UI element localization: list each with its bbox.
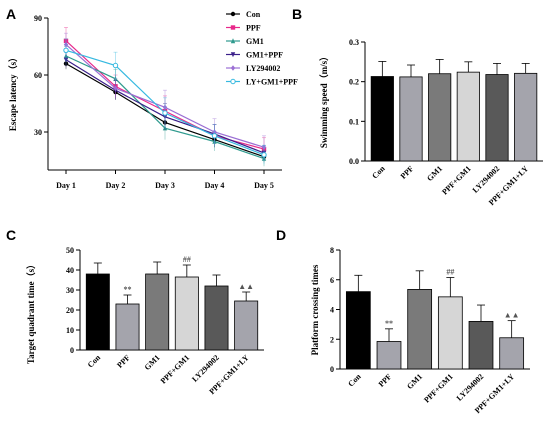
x-tick-label: LY294002 [190,353,221,384]
legend-marker [230,65,236,71]
significance-mark: ## [446,268,454,277]
y-tick-label: 30 [66,286,74,295]
legend-label: PPF [246,24,261,33]
bar [485,74,509,162]
bar [499,337,525,370]
y-tick-label: 2 [330,335,334,344]
x-tick-label: PPF [377,372,394,389]
bar [428,73,452,162]
panel-label-b: B [292,6,302,22]
x-tick-label: Day 3 [155,181,175,190]
bar [204,285,229,351]
panel-c-ylabel: Target quadrant time（s） [26,260,36,364]
data-point [113,85,118,91]
x-tick-label: PPF+GM1 [440,164,473,197]
x-tick-label: Con [346,372,363,389]
bar [234,300,259,351]
bar [437,296,463,370]
bar [407,289,433,370]
panel-d-ylabel: Platform crossing times [310,264,320,355]
x-tick-label: GM1 [425,164,444,183]
data-point [162,110,168,116]
significance-mark: ## [183,255,191,264]
legend-marker [230,38,236,44]
x-tick-label: Day 2 [106,181,126,190]
data-point [63,47,69,53]
bar [174,276,199,351]
bar [468,320,494,370]
x-tick-label: Day 1 [56,181,76,190]
y-tick-label: 6 [330,276,334,285]
legend-marker [230,11,236,17]
bar [456,71,480,162]
legend-label: LY294002 [246,64,280,73]
panel-label-a: A [6,6,16,22]
x-tick-label: GM1 [143,353,162,372]
significance-mark: ** [385,319,393,328]
legend-label: LY+GM1+PPF [246,78,298,87]
y-tick-label: 50 [66,246,74,255]
x-tick-label: PPF+GM1 [159,353,192,386]
panel-a: A Escape latency（s） 30 60 90 Day 1 Day 2 Day … [6,6,298,190]
panel-label-d: D [276,227,286,243]
y-tick-label: 40 [66,266,74,275]
y-tick-label: 0.2 [349,78,359,87]
legend-marker [230,52,236,58]
data-point [261,152,267,158]
panel-label-c: C [6,227,16,243]
x-tick-label: Day 5 [254,181,274,190]
bar [514,72,538,162]
x-tick-label: PPF [399,164,416,181]
y-tick-label: 0 [70,346,74,355]
y-tick-label: 0.0 [349,157,359,166]
y-tick-label: 60 [34,71,42,80]
x-tick-label: PPF+GM1 [422,372,455,405]
bar [85,273,110,351]
y-tick-label: 10 [66,326,74,335]
panel-d: D Platform crossing times 0 2 4 6 8 Con ** PPF G… [276,227,530,415]
y-tick-label: 30 [34,128,42,137]
significance-mark: ▲▲ [504,311,520,320]
bar [376,341,402,370]
x-tick-label: Con [86,353,103,370]
bar [370,76,394,162]
legend-marker [230,78,236,85]
y-tick-label: 8 [330,246,334,255]
y-tick-label: 90 [34,14,42,23]
panel-b-ylabel: Swimming speed（m/s） [319,52,329,148]
bar [399,76,423,162]
panel-b: B Swimming speed（m/s） 0.0 0.1 0.2 0.3 Con PPF… [292,6,543,207]
x-tick-label: Day 4 [205,181,225,190]
legend-marker [230,25,236,30]
x-tick-label: LY294002 [455,372,486,403]
bar [115,303,140,351]
significance-mark: ▲▲ [238,282,254,291]
panel-c: C Target quadrant time（s） 0 10 20 30 40 50 Con… [6,227,264,396]
legend-label: GM1 [246,37,264,46]
series-ly-gm1-ppf [63,38,267,165]
x-tick-label: Con [370,164,387,181]
y-tick-label: 0 [330,365,334,374]
y-tick-label: 0.1 [349,117,359,126]
y-tick-label: 20 [66,306,74,315]
bar [345,291,371,370]
series-ly294002 [63,32,267,159]
y-tick-label: 4 [330,306,334,315]
significance-mark: ** [124,285,132,294]
legend: Con PPF GM1 GM1+PPF LY294002 LY+GM1+PPF [226,10,298,87]
x-tick-label: GM1 [405,372,424,391]
x-tick-label: PPF [115,353,132,370]
legend-label: Con [246,10,261,19]
bar [145,273,170,351]
data-point [112,62,119,69]
legend-label: GM1+PPF [246,51,283,60]
panel-a-ylabel: Escape latency（s） [8,53,18,131]
data-point [211,133,218,139]
y-tick-label: 0.3 [349,38,359,47]
